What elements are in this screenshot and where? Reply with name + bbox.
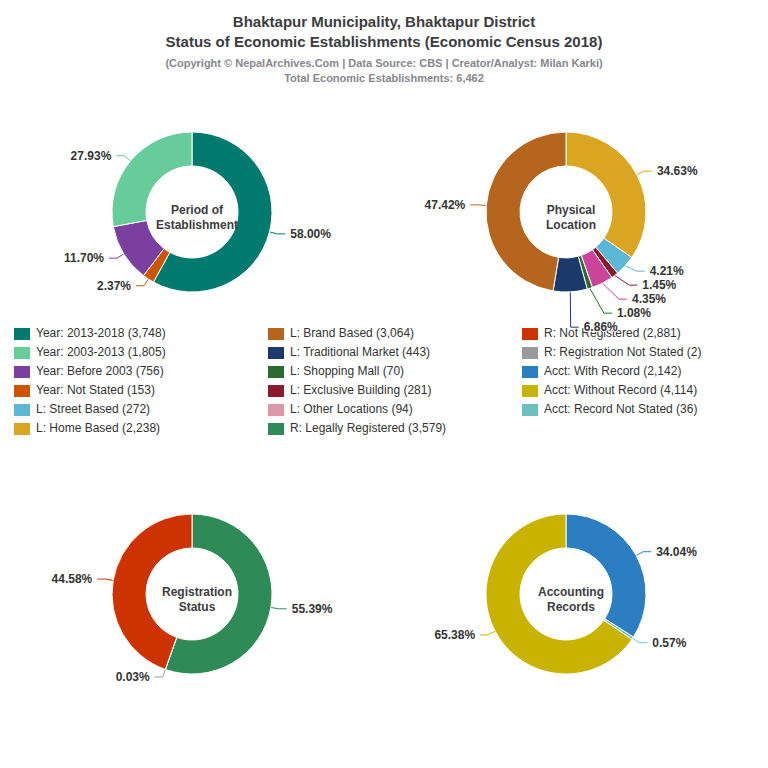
svg-text:R: Not Registered (2,881): R: Not Registered (2,881) (544, 326, 681, 340)
svg-text:Year: Not Stated (153): Year: Not Stated (153) (36, 383, 155, 397)
svg-text:58.00%: 58.00% (290, 227, 331, 241)
svg-text:Acct: Without Record (4,114): Acct: Without Record (4,114) (544, 383, 697, 397)
svg-text:55.39%: 55.39% (292, 602, 333, 616)
svg-text:Total Economic Establishments:: Total Economic Establishments: 6,462 (284, 72, 484, 84)
svg-text:Year: Before 2003 (756): Year: Before 2003 (756) (36, 364, 164, 378)
svg-text:11.70%: 11.70% (64, 251, 104, 265)
svg-text:Physical: Physical (547, 203, 596, 217)
svg-text:Registration: Registration (162, 585, 232, 599)
svg-text:Year: 2003-2013 (1,805): Year: 2003-2013 (1,805) (36, 345, 166, 359)
svg-text:0.57%: 0.57% (652, 636, 686, 650)
svg-text:4.35%: 4.35% (632, 292, 666, 306)
svg-text:47.42%: 47.42% (425, 198, 466, 212)
svg-text:Location: Location (546, 218, 596, 232)
svg-text:0.03%: 0.03% (116, 670, 150, 684)
svg-text:L: Shopping Mall (70): L: Shopping Mall (70) (290, 364, 404, 378)
svg-text:34.63%: 34.63% (657, 164, 698, 178)
svg-text:R: Legally Registered (3,579): R: Legally Registered (3,579) (290, 421, 446, 435)
svg-text:Year: 2013-2018 (3,748): Year: 2013-2018 (3,748) (36, 326, 166, 340)
svg-text:R: Registration Not Stated (2): R: Registration Not Stated (2) (544, 345, 701, 359)
svg-text:44.58%: 44.58% (52, 572, 93, 586)
svg-text:2.37%: 2.37% (97, 279, 131, 293)
svg-text:1.08%: 1.08% (617, 306, 651, 320)
svg-text:1.45%: 1.45% (642, 278, 676, 292)
svg-text:Period of: Period of (171, 203, 224, 217)
svg-text:Records: Records (547, 600, 595, 614)
svg-text:Acct: With Record (2,142): Acct: With Record (2,142) (544, 364, 681, 378)
svg-text:L: Brand Based (3,064): L: Brand Based (3,064) (290, 326, 414, 340)
svg-text:27.93%: 27.93% (71, 149, 112, 163)
svg-text:Establishment: Establishment (156, 218, 238, 232)
svg-text:34.04%: 34.04% (656, 545, 697, 559)
svg-text:Status of Economic Establishme: Status of Economic Establishments (Econo… (166, 33, 603, 50)
svg-text:Bhaktapur Municipality, Bhakta: Bhaktapur Municipality, Bhaktapur Distri… (233, 13, 535, 30)
svg-text:Acct: Record Not Stated (36): Acct: Record Not Stated (36) (544, 402, 697, 416)
svg-text:Accounting: Accounting (538, 585, 604, 599)
svg-text:6.86%: 6.86% (584, 320, 618, 334)
svg-text:L: Home Based (2,238): L: Home Based (2,238) (36, 421, 160, 435)
svg-text:L: Street Based (272): L: Street Based (272) (36, 402, 150, 416)
svg-text:L: Other Locations (94): L: Other Locations (94) (290, 402, 413, 416)
svg-text:L: Exclusive Building (281): L: Exclusive Building (281) (290, 383, 431, 397)
svg-text:Status: Status (179, 600, 216, 614)
svg-text:(Copyright © NepalArchives.Com: (Copyright © NepalArchives.Com | Data So… (165, 57, 603, 69)
svg-text:4.21%: 4.21% (650, 264, 684, 278)
svg-text:L: Traditional Market (443): L: Traditional Market (443) (290, 345, 430, 359)
svg-text:65.38%: 65.38% (434, 628, 475, 642)
